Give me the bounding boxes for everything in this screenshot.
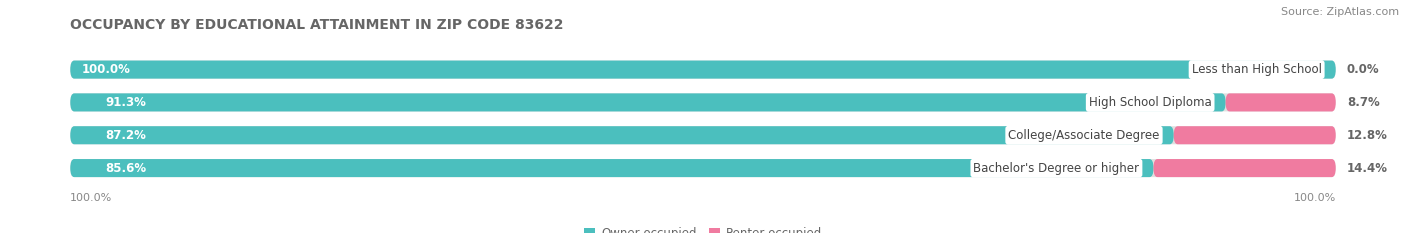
FancyBboxPatch shape	[70, 159, 1336, 177]
Text: 100.0%: 100.0%	[1294, 193, 1336, 203]
Text: Source: ZipAtlas.com: Source: ZipAtlas.com	[1281, 7, 1399, 17]
FancyBboxPatch shape	[70, 126, 1336, 144]
Text: Less than High School: Less than High School	[1192, 63, 1322, 76]
FancyBboxPatch shape	[1226, 93, 1336, 111]
Text: High School Diploma: High School Diploma	[1088, 96, 1212, 109]
FancyBboxPatch shape	[70, 93, 1336, 111]
Text: 85.6%: 85.6%	[105, 161, 146, 175]
FancyBboxPatch shape	[70, 61, 1336, 79]
Text: 100.0%: 100.0%	[82, 63, 131, 76]
Text: Bachelor's Degree or higher: Bachelor's Degree or higher	[973, 161, 1139, 175]
Text: College/Associate Degree: College/Associate Degree	[1008, 129, 1160, 142]
Text: 100.0%: 100.0%	[70, 193, 112, 203]
Text: 12.8%: 12.8%	[1347, 129, 1388, 142]
Text: 0.0%: 0.0%	[1347, 63, 1379, 76]
FancyBboxPatch shape	[70, 126, 1174, 144]
Text: OCCUPANCY BY EDUCATIONAL ATTAINMENT IN ZIP CODE 83622: OCCUPANCY BY EDUCATIONAL ATTAINMENT IN Z…	[70, 18, 564, 32]
Text: 91.3%: 91.3%	[105, 96, 146, 109]
Text: 14.4%: 14.4%	[1347, 161, 1388, 175]
FancyBboxPatch shape	[70, 93, 1226, 111]
Legend: Owner-occupied, Renter-occupied: Owner-occupied, Renter-occupied	[583, 227, 823, 233]
FancyBboxPatch shape	[70, 61, 1336, 79]
Text: 87.2%: 87.2%	[105, 129, 146, 142]
Text: 8.7%: 8.7%	[1347, 96, 1379, 109]
FancyBboxPatch shape	[1153, 159, 1336, 177]
FancyBboxPatch shape	[1174, 126, 1336, 144]
FancyBboxPatch shape	[70, 159, 1153, 177]
